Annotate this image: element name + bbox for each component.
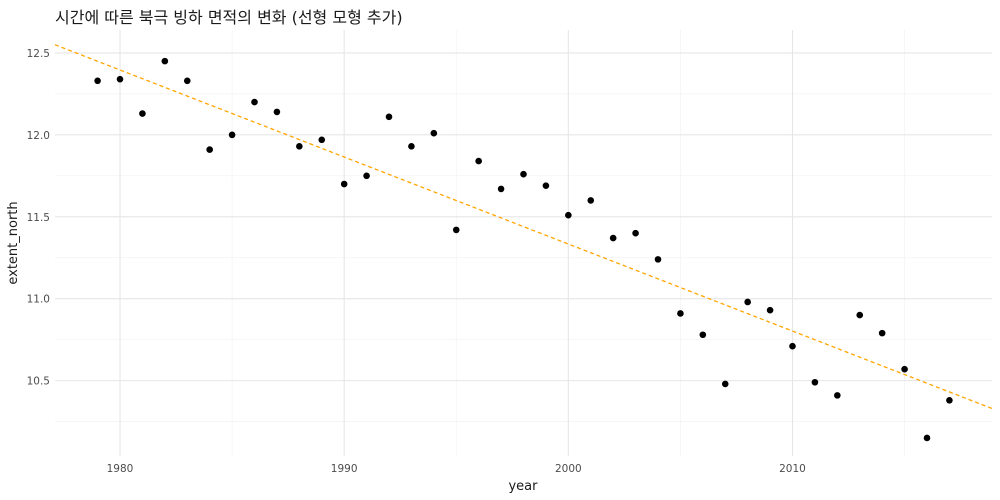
- data-point: [565, 211, 572, 219]
- x-tick-label: 1990: [331, 463, 358, 475]
- y-tick-label: 11.0: [27, 294, 50, 306]
- data-point: [789, 342, 796, 350]
- data-point: [430, 129, 438, 137]
- y-axis-title: extent_north: [6, 201, 21, 284]
- data-point: [161, 57, 169, 65]
- data-point: [520, 170, 527, 178]
- x-axis-ticks: 1980 1990 2000 2010: [107, 463, 806, 475]
- data-point: [542, 182, 550, 189]
- data-point: [251, 98, 258, 106]
- data-point: [856, 311, 864, 319]
- y-axis-ticks: 10.5 11.0 11.5 12.0 12.5: [27, 48, 50, 388]
- data-point: [699, 331, 707, 339]
- data-point: [228, 131, 236, 139]
- data-point: [139, 110, 146, 117]
- x-tick-label: 1980: [107, 463, 134, 475]
- gridlines: [55, 30, 992, 456]
- data-point: [183, 77, 191, 85]
- data-point: [878, 329, 886, 337]
- data-point: [632, 229, 639, 237]
- data-point: [677, 310, 684, 317]
- data-point: [273, 108, 281, 116]
- data-point: [408, 143, 415, 150]
- data-point: [296, 143, 303, 150]
- data-points: [94, 57, 953, 442]
- x-axis-title: year: [508, 479, 538, 494]
- data-point: [766, 306, 774, 314]
- data-point: [497, 185, 505, 193]
- y-tick-label: 12.0: [27, 130, 50, 142]
- data-point: [609, 234, 617, 242]
- data-point: [901, 365, 908, 373]
- y-tick-label: 12.5: [27, 48, 50, 60]
- x-tick-label: 2010: [779, 463, 806, 475]
- data-point: [340, 180, 348, 188]
- data-point: [475, 157, 482, 165]
- data-point: [923, 434, 931, 442]
- x-tick-label: 2000: [555, 463, 582, 475]
- data-point: [94, 77, 101, 85]
- data-point: [811, 378, 819, 386]
- data-point: [587, 197, 595, 204]
- data-point: [363, 172, 370, 180]
- y-tick-label: 10.5: [27, 376, 50, 388]
- chart-title: 시간에 따른 북극 빙하 면적의 변화 (선형 모형 추가): [55, 8, 403, 27]
- y-tick-label: 11.5: [27, 212, 50, 224]
- data-point: [946, 396, 953, 404]
- trend-line-layer: [54, 44, 993, 410]
- data-point: [654, 256, 662, 263]
- data-point: [206, 146, 213, 153]
- data-point: [744, 298, 751, 306]
- data-point: [385, 113, 393, 121]
- data-point: [116, 75, 124, 83]
- data-point: [318, 136, 326, 144]
- data-point: [834, 392, 841, 399]
- data-point: [452, 226, 460, 234]
- linear-trend-line: [54, 44, 993, 410]
- data-point: [721, 380, 729, 388]
